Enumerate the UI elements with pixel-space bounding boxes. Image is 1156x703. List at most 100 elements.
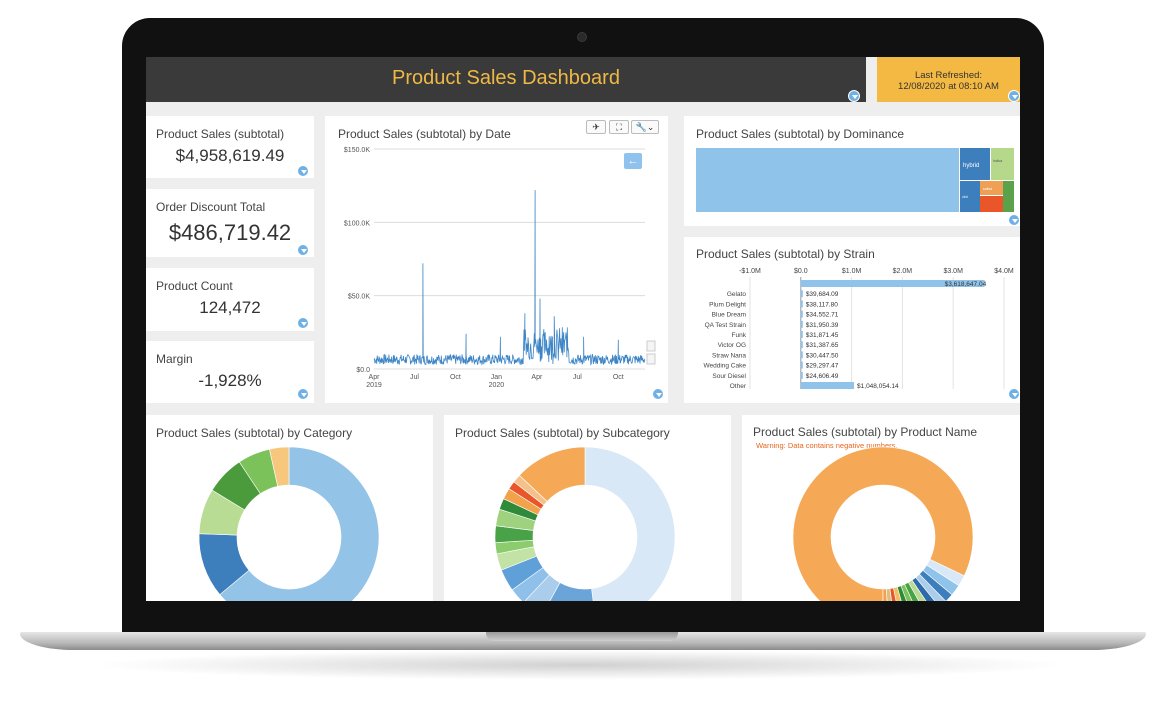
strain-value-label: $3,618,647.04 <box>945 281 987 288</box>
treemap-label: hybrid <box>963 163 979 169</box>
laptop-base <box>20 632 1146 650</box>
donut-slice <box>792 446 974 601</box>
strain-bar <box>800 371 803 379</box>
strain-value-label: $24,606.49 <box>806 373 839 380</box>
strain-value-label: $1,048,054.14 <box>857 383 899 390</box>
x-tick-label: Apr <box>369 374 381 381</box>
strain-category-label: Sour Diesel <box>712 373 746 380</box>
treemap-cell <box>980 196 1003 212</box>
kpi-filter-icon[interactable] <box>297 388 309 400</box>
strain-category-label: Gelato <box>727 291 747 298</box>
laptop-shadow <box>90 650 1070 680</box>
kpi-value: $4,958,619.49 <box>175 146 285 165</box>
chart-title: Product Sales (subtotal) by Dominance <box>696 127 905 141</box>
zoom-in-control <box>646 340 656 352</box>
header-filter-icon[interactable] <box>848 90 860 102</box>
strain-category-label: Plum Delight <box>709 301 746 308</box>
x-tick-label: Oct <box>613 374 624 381</box>
y-tick-label: $0.0 <box>356 367 370 374</box>
x-tick-label: Apr <box>531 374 543 381</box>
strain-bar <box>800 280 985 287</box>
date-chart-panel: Product Sales (subtotal) by Date ✈ ⛶ 🔧⌄ … <box>325 116 668 403</box>
treemap-cell <box>960 148 990 180</box>
kpi-filter-icon[interactable] <box>297 317 309 329</box>
y-tick-label: $50.0K <box>348 294 371 301</box>
strain-value-label: $38,117.80 <box>806 301 838 308</box>
x-tick-label: Jul <box>410 374 419 381</box>
fullscreen-button[interactable]: ⛶ <box>609 120 629 134</box>
x-tick-label: $2.0M <box>893 268 913 275</box>
strain-value-label: $31,387.65 <box>806 342 839 349</box>
category-chart-panel: Product Sales (subtotal) by Category <box>146 415 433 601</box>
strain-value-label: $31,950.39 <box>806 322 839 329</box>
x-tick-label: $1.0M <box>842 268 862 275</box>
kpi-value: 124,472 <box>199 298 261 317</box>
back-button[interactable]: ← <box>624 153 642 169</box>
x-tick-label: Jul <box>573 374 582 381</box>
settings-button[interactable]: 🔧⌄ <box>631 120 659 134</box>
chart-filter-icon[interactable] <box>1008 388 1020 400</box>
bar-chart: -$1.0M $0.0 $1.0M $2.0M $3.0M $4.0M $3,618,647… <box>703 268 1014 390</box>
last-refreshed-box: Last Refreshed: 12/08/2020 at 08:10 AM <box>877 57 1020 102</box>
x-tick-label-year: 2020 <box>489 382 505 389</box>
strain-bar <box>800 351 803 359</box>
y-tick-label: $100.0K <box>344 220 370 227</box>
strain-bar <box>800 361 803 369</box>
chart-title: Product Sales (subtotal) by Product Name <box>753 425 978 439</box>
kpi-label: Margin <box>156 352 193 366</box>
chart-title: Product Sales (subtotal) by Subcategory <box>455 426 670 440</box>
chart-filter-icon[interactable] <box>1008 214 1020 226</box>
subcategory-chart-panel: Product Sales (subtotal) by Subcategory <box>444 415 731 601</box>
product-name-donut <box>792 446 974 601</box>
strain-category-label: Funk <box>732 332 747 339</box>
category-donut <box>198 446 380 601</box>
x-tick-label: Jan <box>491 374 502 381</box>
strain-bar <box>800 290 803 298</box>
donut-slice <box>882 588 888 601</box>
subcategory-donut <box>494 446 676 601</box>
donut-slice <box>219 446 380 601</box>
strain-value-label: $31,871.45 <box>806 332 839 339</box>
strain-category-label: Victor OG <box>718 342 746 349</box>
dashboard-screen: Product Sales Dashboard Last Refreshed: … <box>146 57 1020 601</box>
refresh-value: 12/08/2020 at 08:10 AM <box>898 81 999 92</box>
product-name-chart-panel: Product Sales (subtotal) by Product Name… <box>742 415 1020 601</box>
kpi-order-discount: Order Discount Total $486,719.42 <box>146 189 314 257</box>
treemap-cell <box>960 181 980 212</box>
strain-value-label: $34,552.71 <box>806 312 839 319</box>
refresh-label: Last Refreshed: <box>914 70 983 81</box>
pin-button[interactable]: ✈ <box>586 120 606 134</box>
refresh-filter-icon[interactable] <box>1008 90 1020 102</box>
strain-category-label: Wedding Cake <box>703 363 746 370</box>
donut-slice <box>269 446 290 487</box>
kpi-label: Product Count <box>156 279 233 293</box>
y-tick-label: $150.0K <box>344 147 370 154</box>
sales-line-series <box>373 190 646 366</box>
kpi-filter-icon[interactable] <box>297 165 309 177</box>
kpi-filter-icon[interactable] <box>297 244 309 256</box>
x-tick-label: $4.0M <box>994 268 1014 275</box>
chart-title: Product Sales (subtotal) by Date <box>338 127 511 141</box>
treemap-cell <box>991 148 1014 180</box>
x-tick-label: $0.0 <box>794 268 808 275</box>
chart-title: Product Sales (subtotal) by Strain <box>696 247 875 261</box>
kpi-product-sales: Product Sales (subtotal) $4,958,619.49 <box>146 116 314 178</box>
treemap-label: cbd <box>962 195 968 199</box>
negative-data-warning: Warning: Data contains negative numbers. <box>756 441 898 450</box>
x-tick-label: -$1.0M <box>739 268 761 275</box>
webcam <box>577 32 587 42</box>
strain-category-label: Straw Nana <box>712 352 746 359</box>
donut-slice <box>518 446 586 502</box>
strain-bar <box>800 382 855 389</box>
dashboard-title: Product Sales Dashboard <box>392 67 620 89</box>
treemap-cell <box>980 181 1003 195</box>
kpi-value: $486,719.42 <box>168 220 292 245</box>
strain-value-label: $39,684.09 <box>806 291 839 298</box>
treemap-label: sativa <box>983 187 992 191</box>
kpi-margin: Margin -1,928% <box>146 341 314 403</box>
chart-title: Product Sales (subtotal) by Category <box>156 426 353 440</box>
chart-filter-icon[interactable] <box>652 388 664 400</box>
strain-bar <box>800 300 803 308</box>
strain-category-label: QA Test Strain <box>705 322 747 329</box>
strain-bar <box>800 341 803 349</box>
